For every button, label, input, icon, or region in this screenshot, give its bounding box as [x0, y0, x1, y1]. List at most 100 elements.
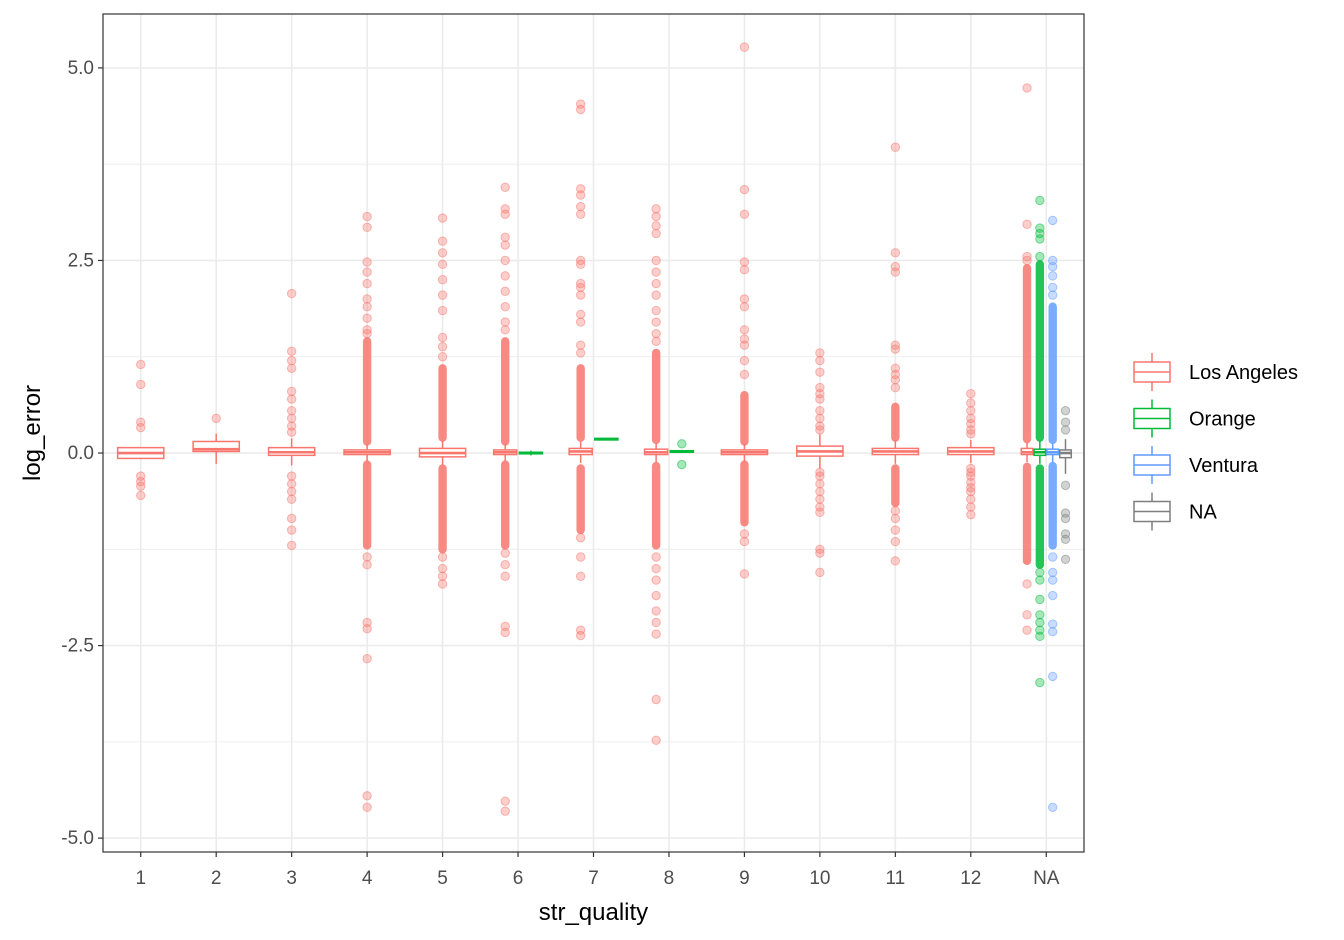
outlier-point: [362, 222, 372, 233]
outlier-point: [890, 248, 901, 258]
outlier-point: [966, 486, 976, 497]
outlier-band: [362, 460, 372, 550]
outlier-point: [575, 571, 586, 581]
outlier-point: [739, 325, 750, 335]
outlier-point: [966, 405, 976, 416]
outlier-point: [890, 536, 901, 547]
outlier-band: [1048, 302, 1057, 445]
x-tick-label: 9: [739, 868, 750, 889]
outlier-point: [966, 429, 976, 439]
outlier-point: [286, 355, 297, 366]
x-tick-label: 11: [885, 868, 905, 889]
x-tick-label: 7: [588, 868, 599, 889]
outlier-point: [575, 201, 586, 212]
outlier-point: [651, 575, 661, 585]
outlier-point: [1035, 677, 1045, 688]
outlier-point: [815, 425, 825, 435]
outlier-point: [966, 389, 976, 399]
y-axis-title: log_error: [19, 385, 46, 481]
outlier-point: [500, 286, 510, 296]
outlier-point: [890, 382, 901, 393]
outlier-band: [1035, 464, 1045, 569]
legend-label: Los Angeles: [1189, 362, 1298, 384]
outlier-point: [362, 294, 372, 304]
outlier-point: [1060, 534, 1071, 544]
outlier-band: [1048, 461, 1057, 550]
outlier-point: [651, 317, 661, 327]
outlier-point: [815, 394, 825, 404]
y-tick-label: 5.0: [68, 58, 94, 79]
outlier-point: [651, 204, 661, 214]
outlier-point: [286, 513, 297, 524]
outlier-point: [362, 552, 372, 562]
outlier-band: [362, 337, 372, 446]
outlier-point: [286, 540, 297, 551]
outlier-point: [815, 413, 825, 424]
outlier-point: [500, 240, 510, 250]
outlier-point: [890, 267, 901, 277]
x-tick-label: 10: [809, 868, 830, 889]
outlier-point: [651, 290, 661, 300]
outlier-point: [966, 502, 976, 512]
series-los-angeles: [116, 42, 1034, 816]
outlier-point: [362, 623, 372, 634]
outlier-point: [739, 209, 750, 219]
outlier-point: [575, 552, 586, 562]
outlier-point: [437, 248, 448, 258]
outlier-point: [1035, 610, 1045, 620]
outlier-point: [739, 265, 750, 275]
outlier-point: [1022, 219, 1032, 229]
outlier-point: [286, 479, 297, 489]
outlier-point: [362, 257, 372, 267]
outlier-point: [651, 606, 661, 616]
outlier-point: [286, 413, 297, 424]
outlier-point: [575, 104, 586, 115]
outlier-point: [362, 328, 372, 339]
outlier-band: [438, 464, 447, 554]
outlier-point: [651, 336, 661, 347]
outlier-point: [362, 791, 372, 801]
outlier-band: [891, 402, 900, 442]
outlier-point: [815, 567, 825, 578]
outlier-band: [891, 464, 900, 508]
outlier-point: [1060, 513, 1071, 524]
outlier-point: [739, 257, 750, 267]
outlier-point: [677, 459, 687, 470]
outlier-point: [1047, 215, 1058, 226]
outlier-point: [1047, 271, 1058, 281]
outlier-point: [362, 653, 372, 664]
outlier-point: [575, 340, 586, 350]
outlier-band: [576, 364, 585, 442]
outlier-point: [286, 405, 297, 416]
outlier-point: [1047, 552, 1058, 562]
outlier-point: [651, 305, 661, 316]
outlier-point: [500, 317, 510, 327]
outlier-point: [966, 494, 976, 504]
outlier-point: [575, 282, 586, 293]
outlier-point: [651, 328, 661, 339]
outlier-point: [500, 627, 510, 638]
outlier-point: [437, 213, 448, 223]
outlier-point: [739, 301, 750, 312]
outlier-point: [286, 394, 297, 404]
outlier-band: [576, 464, 585, 535]
outlier-point: [1022, 610, 1032, 620]
outlier-point: [651, 228, 661, 239]
outlier-point: [362, 802, 372, 813]
legend-label: Ventura: [1189, 455, 1259, 477]
outlier-point: [1035, 567, 1045, 578]
outlier-point: [362, 313, 372, 323]
outlier-point: [739, 340, 750, 350]
outlier-point: [890, 556, 901, 566]
outlier-point: [437, 342, 448, 352]
legend-item-los-angeles: Los Angeles: [1133, 353, 1298, 391]
outlier-point: [815, 471, 825, 481]
outlier-point: [500, 271, 510, 281]
outlier-point: [1035, 617, 1045, 628]
x-tick-label: 5: [437, 868, 448, 889]
outlier-point: [966, 398, 976, 408]
outlier-point: [437, 352, 448, 362]
outlier-point: [1060, 405, 1071, 416]
outlier-band: [740, 460, 749, 527]
outlier-point: [437, 305, 448, 316]
